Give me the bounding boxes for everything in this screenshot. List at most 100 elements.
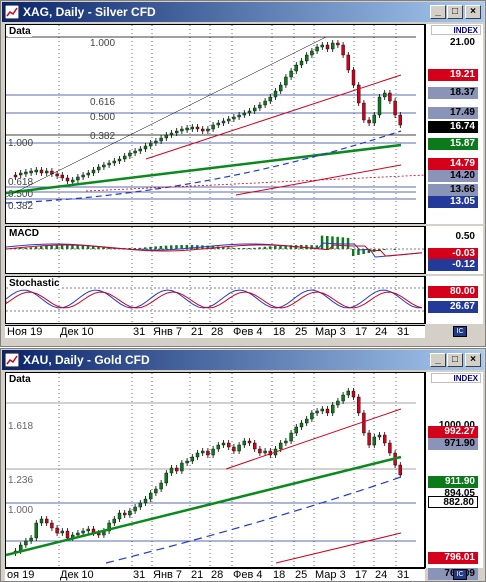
- candle: [336, 400, 340, 406]
- macd-histogram-bar: [258, 247, 261, 249]
- candle: [143, 145, 148, 150]
- candle: [320, 44, 324, 48]
- index-label[interactable]: INDEX: [431, 373, 481, 383]
- macd-histogram-bar: [352, 249, 355, 256]
- candle: [357, 396, 361, 414]
- price-level-label: 796.01: [428, 552, 478, 564]
- macd-histogram-bar: [180, 245, 183, 249]
- index-label[interactable]: INDEX: [431, 25, 481, 35]
- macd-chart[interactable]: [6, 227, 424, 273]
- candle: [195, 126, 200, 130]
- candle: [190, 456, 195, 462]
- close-button[interactable]: ×: [465, 5, 481, 19]
- candle: [180, 128, 184, 132]
- candle: [357, 84, 361, 104]
- candle: [159, 137, 163, 142]
- candle: [195, 452, 200, 458]
- candle: [258, 104, 262, 109]
- price-level-label: 26.67: [428, 301, 478, 313]
- candle: [102, 164, 106, 168]
- candle: [299, 60, 304, 66]
- candle: [325, 408, 330, 414]
- minimize-button[interactable]: _: [430, 353, 446, 367]
- macd-histogram-bar: [227, 247, 230, 249]
- date-tick-label: 31: [397, 569, 410, 581]
- silver-titlebar[interactable]: XAG, Daily - Silver CFD _ □ ×: [2, 2, 484, 22]
- gold-titlebar[interactable]: XAU, Daily - Gold CFD _ □ ×: [2, 350, 484, 370]
- candle: [112, 518, 117, 524]
- macd-histogram-bar: [19, 248, 22, 249]
- stochastic-chart[interactable]: [6, 277, 424, 323]
- macd-histogram-bar: [242, 248, 246, 249]
- date-tick-label: 24: [375, 326, 388, 338]
- macd-histogram-bar: [60, 245, 64, 249]
- silver-data-label: Data: [8, 26, 32, 37]
- close-button[interactable]: ×: [465, 353, 481, 367]
- candle: [377, 96, 382, 116]
- candle: [393, 100, 397, 116]
- macd-histogram-bar: [362, 249, 365, 254]
- macd-histogram-bar: [305, 245, 308, 249]
- candle: [341, 44, 345, 56]
- macd-signal-line: [6, 244, 423, 257]
- fibonacci-ratio-label: 1.236: [8, 475, 33, 486]
- macd-histogram-bar: [190, 245, 194, 249]
- candle: [76, 532, 80, 536]
- price-level-label: 19.21: [428, 69, 478, 81]
- candle: [76, 176, 80, 181]
- stochastic-d-line: [6, 291, 423, 309]
- candle: [232, 116, 236, 120]
- candle: [221, 120, 226, 124]
- price-level-label: 13.05: [428, 196, 478, 208]
- gold-price-chart[interactable]: 1.618 1.236 1.000: [6, 373, 424, 567]
- gold-chart-window: XAU, Daily - Gold CFD _ □ × 1.618 1.236 1.…: [0, 348, 486, 582]
- minimize-button[interactable]: _: [430, 5, 446, 19]
- macd-histogram-bar: [289, 245, 293, 249]
- maximize-button[interactable]: □: [447, 5, 463, 19]
- fibonacci-ratio-label: 0.500: [8, 189, 33, 200]
- maximize-button[interactable]: □: [447, 353, 463, 367]
- gold-scale-button[interactable]: IC: [453, 569, 467, 580]
- macd-histogram-bar: [138, 247, 142, 249]
- price-level-label: 894.05: [444, 488, 475, 499]
- gold-price-panel[interactable]: 1.618 1.236 1.000 Data: [5, 372, 425, 568]
- silver-stochastic-panel[interactable]: Stochastic: [5, 276, 425, 324]
- fibonacci-ratio-label: 0.618: [8, 177, 33, 188]
- macd-histogram-bar: [248, 248, 251, 249]
- candle: [143, 498, 148, 504]
- date-tick-label: 25: [295, 569, 308, 581]
- candle: [331, 42, 335, 50]
- date-tick-label: Мар 3: [315, 326, 346, 338]
- date-tick-label: Дек 10: [60, 569, 94, 581]
- macd-histogram-bar: [367, 249, 371, 253]
- macd-histogram-bar: [268, 246, 272, 249]
- trendline-green: [6, 143, 402, 195]
- support-line: [85, 174, 424, 192]
- macd-histogram-bar: [175, 245, 178, 249]
- macd-histogram-bar: [29, 247, 33, 249]
- fibonacci-ratio-label: 0.616: [90, 97, 115, 108]
- candle: [128, 152, 132, 157]
- date-tick-label: Фев 4: [233, 569, 263, 581]
- candle: [341, 394, 345, 402]
- silver-price-axis: INDEX 21.00 19.21 18.37 17.49 16.74 15.87 14.7…: [425, 24, 483, 224]
- candle: [154, 140, 158, 144]
- candle: [226, 442, 231, 448]
- candle: [247, 440, 252, 444]
- fibonacci-ratio-label: 0.382: [90, 131, 115, 142]
- silver-price-panel[interactable]: 1.000 0.616 0.500 0.382 1.000 0.618 0.500 0.382…: [5, 24, 425, 224]
- macd-histogram-bar: [170, 245, 173, 249]
- candle: [320, 408, 324, 412]
- candle: [383, 434, 387, 444]
- silver-macd-panel[interactable]: MACD: [5, 226, 425, 274]
- candle: [294, 426, 298, 434]
- date-tick-label: Янв 7: [153, 569, 183, 581]
- silver-scale-button[interactable]: IC: [453, 326, 467, 337]
- candle: [325, 44, 330, 50]
- candle: [242, 112, 247, 116]
- price-level-label: 882.80: [428, 496, 478, 508]
- candle: [159, 482, 163, 490]
- date-tick-label: 18: [273, 326, 286, 338]
